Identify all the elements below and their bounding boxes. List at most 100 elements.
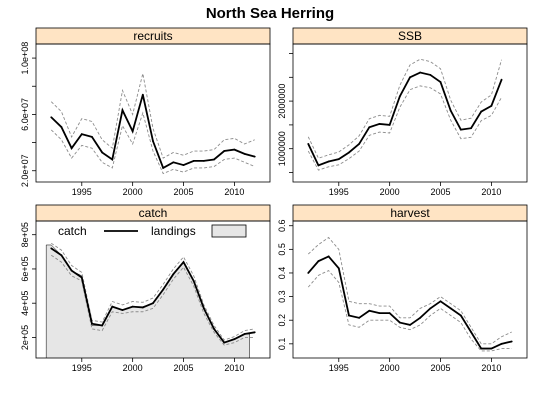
x-tick-label: 2000 bbox=[380, 187, 400, 197]
data-point bbox=[501, 343, 503, 345]
data-point bbox=[61, 126, 63, 128]
data-point bbox=[122, 109, 124, 111]
data-point bbox=[71, 270, 73, 272]
panel-recruits: recruits 1995 2000 2005 2010 2.0e+07 6.0e+07 1.… bbox=[20, 28, 270, 197]
data-point bbox=[440, 81, 442, 83]
strip-label: SSB bbox=[398, 29, 422, 43]
x-tick-label: 2000 bbox=[380, 363, 400, 373]
panel-harvest: harvest1995 2000 2005 20100.10.20.30.40.50.… bbox=[277, 205, 527, 373]
y-tick-label: 2e+05 bbox=[20, 325, 30, 350]
data-point bbox=[233, 338, 235, 340]
y-tick-label: 1.0e+08 bbox=[20, 42, 30, 75]
plot-area bbox=[307, 238, 512, 351]
data-point bbox=[152, 302, 154, 304]
chart-title: North Sea Herring bbox=[206, 5, 334, 22]
data-point bbox=[480, 348, 482, 350]
data-point bbox=[111, 159, 113, 161]
x-tick-label: 2010 bbox=[224, 363, 244, 373]
legend-landings-swatch bbox=[212, 225, 246, 237]
data-point bbox=[71, 147, 73, 149]
data-point bbox=[61, 254, 63, 256]
data-point bbox=[409, 76, 411, 78]
x-tick-label: 2005 bbox=[431, 363, 451, 373]
x-tick-label: 2010 bbox=[481, 363, 501, 373]
y-tick-label: 0.2 bbox=[277, 314, 287, 327]
data-point bbox=[348, 152, 350, 154]
data-point bbox=[480, 111, 482, 113]
data-point bbox=[203, 307, 205, 309]
y-tick-label: 0.5 bbox=[277, 243, 287, 256]
data-point bbox=[358, 317, 360, 319]
panel-frame bbox=[293, 221, 527, 358]
x-tick-label: 2010 bbox=[481, 187, 501, 197]
x-tick-label: 2005 bbox=[174, 187, 194, 197]
y-tick-label: 1000000 bbox=[277, 131, 287, 166]
data-point bbox=[254, 331, 256, 333]
x-tick-label: 1995 bbox=[72, 187, 92, 197]
data-point bbox=[183, 164, 185, 166]
data-point bbox=[328, 161, 330, 163]
data-point bbox=[399, 322, 401, 324]
series-line bbox=[51, 95, 254, 168]
data-point bbox=[233, 149, 235, 151]
plot-area bbox=[50, 74, 255, 174]
data-point bbox=[460, 315, 462, 317]
data-point bbox=[358, 143, 360, 145]
y-tick-label: 6.0e+07 bbox=[20, 98, 30, 131]
data-point bbox=[379, 123, 381, 125]
y-tick-label: 0.6 bbox=[277, 219, 287, 232]
x-tick-label: 2000 bbox=[123, 187, 143, 197]
data-point bbox=[307, 143, 309, 145]
data-point bbox=[338, 267, 340, 269]
data-point bbox=[213, 159, 215, 161]
data-point bbox=[429, 308, 431, 310]
y-tick-label: 0.4 bbox=[277, 267, 287, 280]
data-point bbox=[490, 348, 492, 350]
data-point bbox=[450, 110, 452, 112]
data-point bbox=[490, 105, 492, 107]
data-point bbox=[460, 129, 462, 131]
y-tick-label: 0.1 bbox=[277, 338, 287, 351]
data-point bbox=[389, 124, 391, 126]
data-point bbox=[193, 160, 195, 162]
data-point bbox=[440, 300, 442, 302]
x-tick-label: 2000 bbox=[123, 363, 143, 373]
data-point bbox=[501, 79, 503, 81]
data-point bbox=[389, 312, 391, 314]
data-point bbox=[450, 308, 452, 310]
data-point bbox=[162, 289, 164, 291]
data-point bbox=[307, 272, 309, 274]
y-tick-label: 8e+05 bbox=[20, 222, 30, 247]
lower-ci-line bbox=[308, 86, 501, 170]
data-point bbox=[470, 331, 472, 333]
y-tick-label: 4e+05 bbox=[20, 291, 30, 316]
data-point bbox=[91, 323, 93, 325]
data-point bbox=[399, 95, 401, 97]
data-point bbox=[244, 333, 246, 335]
strip-label: recruits bbox=[133, 29, 172, 43]
data-point bbox=[470, 127, 472, 129]
data-point bbox=[511, 341, 513, 343]
data-point bbox=[81, 133, 83, 135]
legend-catch-label: catch bbox=[58, 224, 87, 238]
x-tick-label: 1995 bbox=[329, 187, 349, 197]
panels: recruits 1995 2000 2005 2010 2.0e+07 6.0e+07 1.… bbox=[20, 28, 527, 400]
data-point bbox=[183, 261, 185, 263]
data-point bbox=[50, 248, 52, 250]
y-tick-label: 2.0e+07 bbox=[20, 154, 30, 187]
data-point bbox=[50, 116, 52, 118]
series-line bbox=[308, 73, 501, 166]
data-point bbox=[142, 94, 144, 96]
plot-area bbox=[307, 59, 502, 170]
data-point bbox=[419, 317, 421, 319]
x-tick-label: 2005 bbox=[174, 363, 194, 373]
y-tick-label: 6e+05 bbox=[20, 256, 30, 281]
upper-ci-line bbox=[308, 59, 501, 158]
data-point bbox=[172, 161, 174, 163]
upper-ci-line bbox=[308, 238, 511, 344]
strip-label: catch bbox=[139, 206, 168, 220]
panel-catch: catch1995 2000 2005 20102e+054e+056e+058e+0… bbox=[20, 205, 270, 400]
x-tick-label: 2010 bbox=[224, 187, 244, 197]
plot-area bbox=[46, 243, 255, 400]
data-point bbox=[328, 256, 330, 258]
